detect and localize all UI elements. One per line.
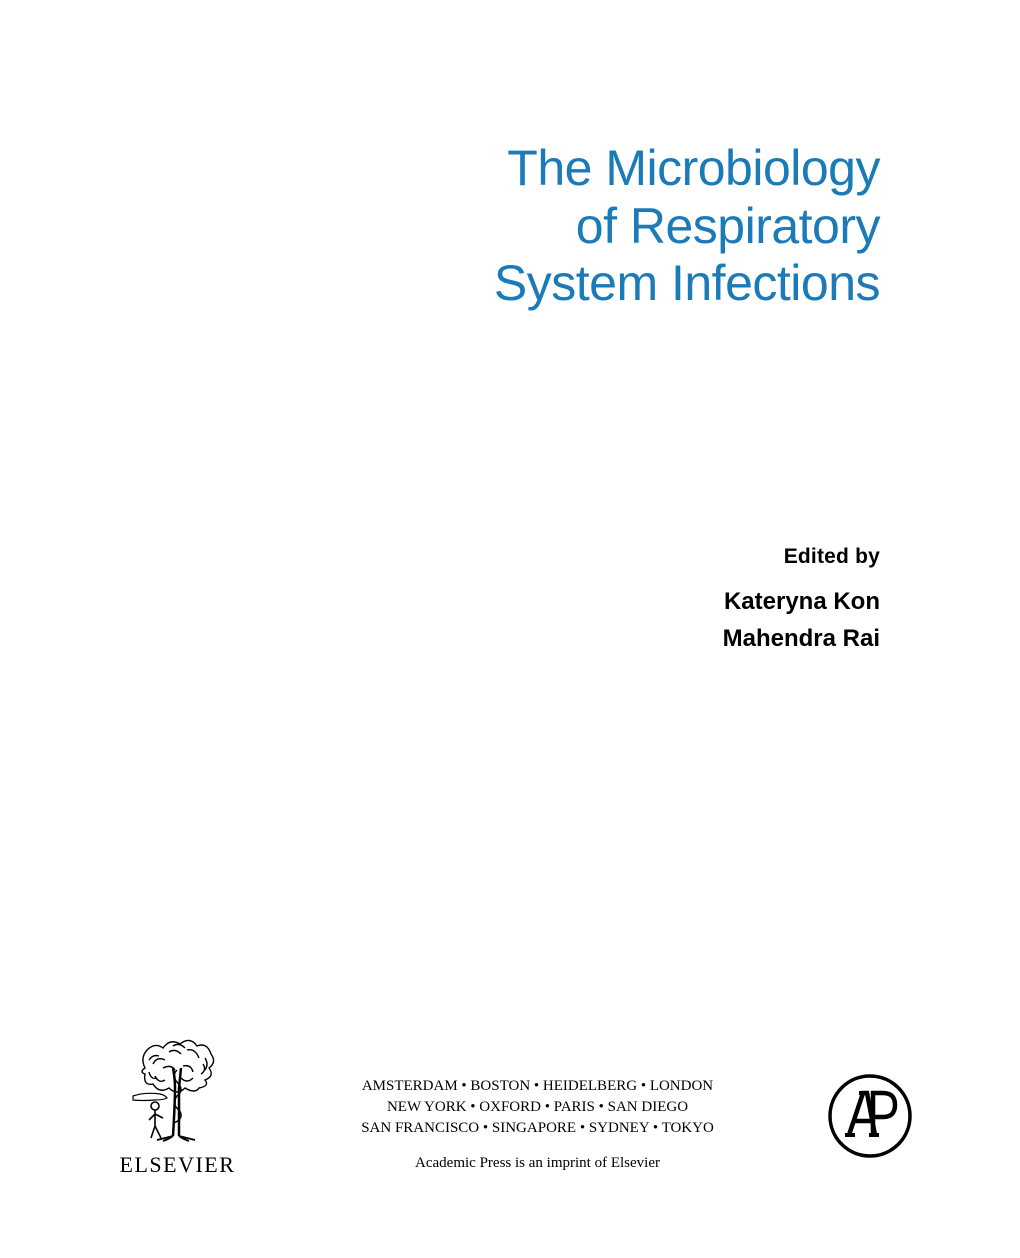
title-line-3: System Infections	[105, 255, 880, 313]
imprint-line: Academic Press is an imprint of Elsevier	[361, 1153, 714, 1174]
elsevier-tree-icon	[115, 1028, 240, 1143]
cities-line-3: SAN FRANCISCO • SINGAPORE • SYDNEY • TOK…	[361, 1118, 714, 1139]
cities-block: AMSTERDAM • BOSTON • HEIDELBERG • LONDON…	[361, 1076, 714, 1178]
footer: ELSEVIER AMSTERDAM • BOSTON • HEIDELBERG…	[0, 1028, 1020, 1178]
academic-press-logo-icon	[825, 1071, 915, 1161]
editor-name-1: Kateryna Kon	[723, 583, 880, 620]
elsevier-logo: ELSEVIER	[105, 1028, 250, 1178]
book-title: The Microbiology of Respiratory System I…	[105, 140, 880, 313]
title-line-1: The Microbiology	[105, 140, 880, 198]
edited-by-label: Edited by	[723, 545, 880, 569]
cities-line-1: AMSTERDAM • BOSTON • HEIDELBERG • LONDON	[361, 1076, 714, 1097]
ap-logo-container	[825, 1071, 915, 1178]
editor-name-2: Mahendra Rai	[723, 620, 880, 657]
editors-block: Edited by Kateryna Kon Mahendra Rai	[723, 545, 880, 657]
title-line-2: of Respiratory	[105, 198, 880, 256]
title-page: The Microbiology of Respiratory System I…	[0, 0, 1020, 1258]
elsevier-wordmark: ELSEVIER	[105, 1152, 250, 1178]
cities-line-2: NEW YORK • OXFORD • PARIS • SAN DIEGO	[361, 1097, 714, 1118]
